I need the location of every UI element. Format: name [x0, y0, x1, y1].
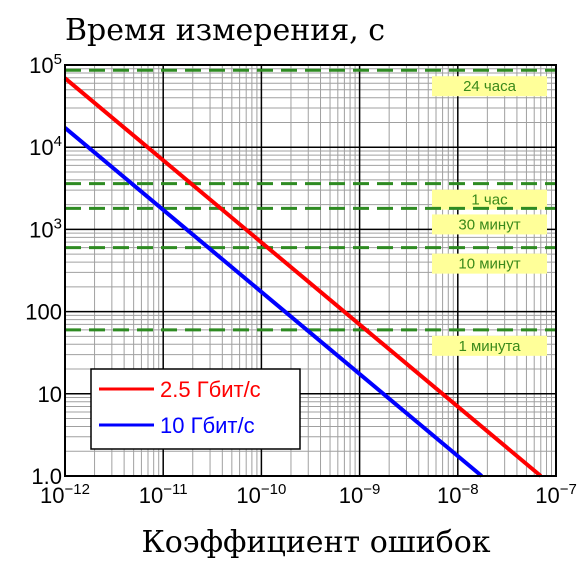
annotation-label: 10 минут	[458, 256, 520, 273]
x-axis-ticks: 10−12 10−11 10−10 10−9 10−8 10−7	[40, 481, 577, 508]
y-tick-label: 1.0	[31, 464, 62, 489]
legend-label: 2.5 Гбит/с	[160, 377, 261, 402]
x-tick-label: 10−12	[40, 481, 90, 508]
y-tick-label: 103	[29, 215, 62, 242]
annotation-box	[432, 335, 547, 356]
annotation-box	[432, 253, 547, 274]
x-tick-label: 10−9	[339, 481, 381, 508]
series-line	[63, 76, 543, 478]
x-tick-label: 10−7	[535, 481, 577, 508]
annotation-label: 1 час	[471, 192, 508, 209]
x-tick-label: 10−8	[437, 481, 479, 508]
annotation-label: 1 минута	[458, 338, 521, 355]
annotation-box	[432, 214, 547, 235]
y-axis-ticks: 1.0 10 100 103 104 105	[25, 51, 62, 489]
annotation-box	[432, 76, 547, 97]
y-tick-label: 104	[29, 133, 62, 160]
chart-title: Время измерения, с	[65, 13, 385, 48]
reference-lines: 24 часа 1 час 30 минут 10 минут 1 минута	[65, 68, 556, 356]
legend-label: 10 Гбит/с	[160, 413, 255, 438]
x-tick-label: 10−11	[139, 481, 188, 508]
y-tick-label: 105	[29, 51, 62, 78]
x-axis-label: Коэффициент ошибок	[141, 525, 490, 560]
y-tick-label: 100	[25, 300, 62, 325]
annotation-box	[432, 189, 547, 210]
series-lines	[63, 76, 543, 478]
series-line	[63, 126, 483, 478]
x-tick-label: 10−10	[236, 481, 286, 508]
y-tick-label: 10	[38, 382, 62, 407]
annotation-label: 30 минут	[458, 216, 520, 233]
legend: 2.5 Гбит/с 10 Гбит/с	[90, 368, 301, 450]
plot-frame	[64, 64, 557, 477]
legend-box	[90, 368, 301, 450]
annotation-label: 24 часа	[463, 78, 517, 95]
